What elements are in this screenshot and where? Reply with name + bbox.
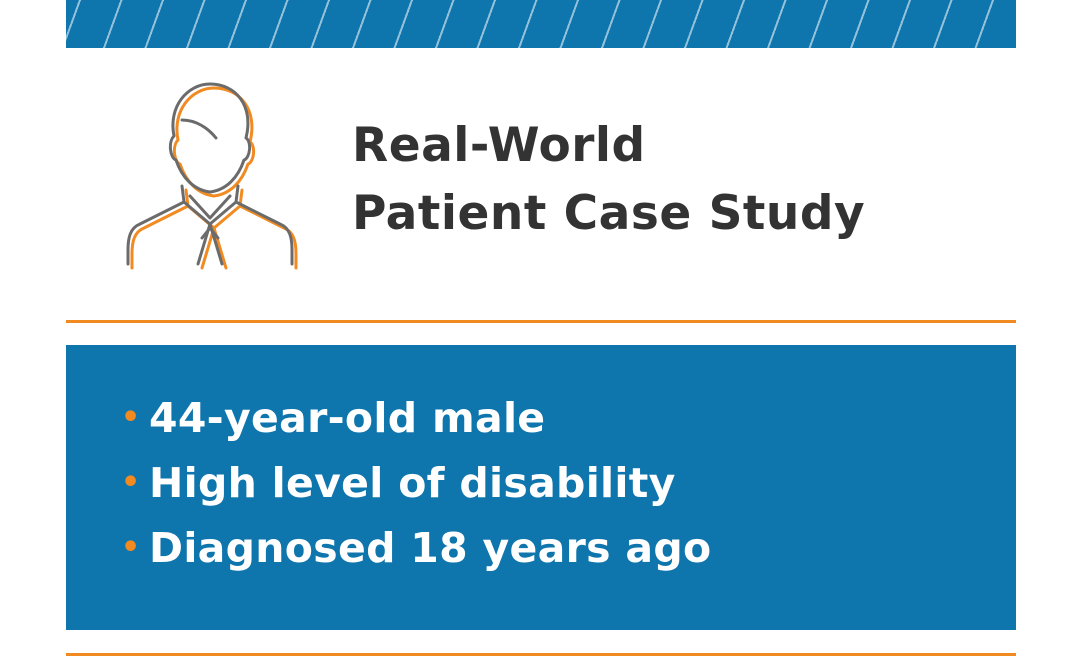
list-item-diagnosis: • Diagnosed 18 years ago [121,515,712,580]
list-item-age: • 44-year-old male [121,385,712,450]
patient-info-panel: • 44-year-old male • High level of disab… [66,345,1016,630]
page-title: Real-World Patient Case Study [352,112,865,248]
bullet-dot-icon: • [121,464,141,500]
bullet-dot-icon: • [121,529,141,565]
title-line-2: Patient Case Study [352,186,866,241]
divider-top [66,320,1016,323]
patient-facts-list: • 44-year-old male • High level of disab… [121,385,712,580]
decorative-top-banner [66,0,1016,48]
bullet-dot-icon: • [121,399,141,435]
list-item-disability: • High level of disability [121,450,712,515]
list-item-text: High level of disability [149,458,676,507]
list-item-text: Diagnosed 18 years ago [149,523,712,572]
list-item-text: 44-year-old male [149,393,546,442]
person-icon [126,82,298,270]
title-line-1: Real-World [352,118,646,173]
divider-bottom [66,653,1016,656]
